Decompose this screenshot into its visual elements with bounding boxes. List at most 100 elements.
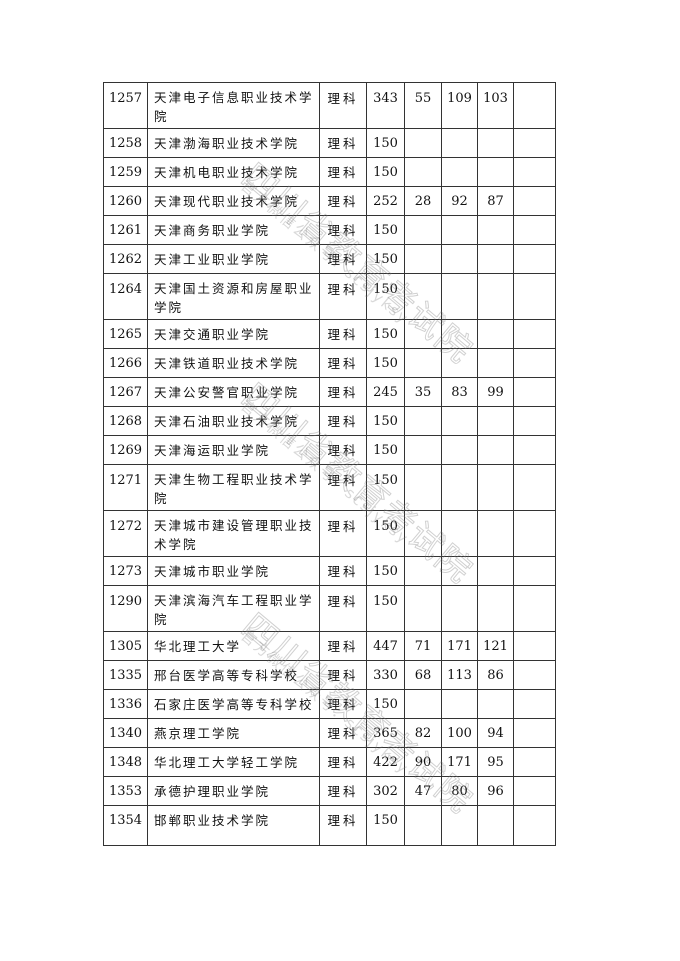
subject-cell: 理科: [319, 585, 367, 632]
table-row: 1348 华北理工大学轻工学院 理科 422 90 171 95: [103, 747, 556, 777]
empty-cell: [513, 556, 556, 586]
name-cell: 天津工业职业学院: [147, 244, 320, 274]
name-cell: 石家庄医学高等专科学校: [147, 689, 320, 719]
subject-cell: 理科: [319, 377, 367, 407]
score-cell: 150: [366, 348, 405, 378]
table-row: 1258 天津渤海职业技术学院 理科 150: [103, 128, 556, 158]
count-cell: 113: [441, 660, 478, 690]
code-cell: 1264: [103, 273, 148, 320]
count-cell: [477, 157, 514, 187]
subject-cell: 理科: [319, 82, 367, 129]
score-cell: 365: [366, 718, 405, 748]
name-cell: 天津石油职业技术学院: [147, 406, 320, 436]
code-cell: 1260: [103, 186, 148, 216]
count-cell: [477, 215, 514, 245]
count-cell: 87: [477, 186, 514, 216]
count-cell: [441, 319, 478, 349]
count-cell: [441, 805, 478, 846]
table-row: 1354 邯郸职业技术学院 理科 150: [103, 805, 556, 846]
name-cell: 承德护理职业学院: [147, 776, 320, 806]
empty-cell: [513, 464, 556, 511]
score-cell: 150: [366, 585, 405, 632]
table-body: 1257 天津电子信息职业技术学院 理科 343 55 109 103 1258 天津渤海职业技…: [103, 82, 556, 846]
admission-table: 1257 天津电子信息职业技术学院 理科 343 55 109 103 1258 天津渤海职业技…: [103, 82, 556, 846]
count-cell: [404, 273, 442, 320]
code-cell: 1340: [103, 718, 148, 748]
count-cell: 171: [441, 631, 478, 661]
count-cell: [404, 406, 442, 436]
empty-cell: [513, 747, 556, 777]
code-cell: 1266: [103, 348, 148, 378]
table-row: 1268 天津石油职业技术学院 理科 150: [103, 406, 556, 436]
subject-cell: 理科: [319, 157, 367, 187]
count-cell: 55: [404, 82, 442, 129]
empty-cell: [513, 319, 556, 349]
count-cell: [477, 406, 514, 436]
name-cell: 天津城市职业学院: [147, 556, 320, 586]
count-cell: [477, 805, 514, 846]
count-cell: 96: [477, 776, 514, 806]
empty-cell: [513, 186, 556, 216]
subject-cell: 理科: [319, 556, 367, 586]
code-cell: 1290: [103, 585, 148, 632]
table-row: 1353 承德护理职业学院 理科 302 47 80 96: [103, 776, 556, 806]
score-cell: 150: [366, 215, 405, 245]
count-cell: [441, 348, 478, 378]
subject-cell: 理科: [319, 244, 367, 274]
count-cell: [404, 585, 442, 632]
count-cell: [441, 157, 478, 187]
count-cell: 71: [404, 631, 442, 661]
subject-cell: 理科: [319, 406, 367, 436]
table-row: 1265 天津交通职业学院 理科 150: [103, 319, 556, 349]
empty-cell: [513, 689, 556, 719]
count-cell: [404, 157, 442, 187]
score-cell: 330: [366, 660, 405, 690]
code-cell: 1258: [103, 128, 148, 158]
count-cell: [404, 319, 442, 349]
empty-cell: [513, 585, 556, 632]
subject-cell: 理科: [319, 186, 367, 216]
code-cell: 1353: [103, 776, 148, 806]
name-cell: 天津电子信息职业技术学院: [147, 82, 320, 129]
count-cell: 121: [477, 631, 514, 661]
count-cell: [477, 464, 514, 511]
name-cell: 邢台医学高等专科学校: [147, 660, 320, 690]
subject-cell: 理科: [319, 319, 367, 349]
score-cell: 245: [366, 377, 405, 407]
subject-cell: 理科: [319, 128, 367, 158]
name-cell: 燕京理工学院: [147, 718, 320, 748]
name-cell: 天津机电职业技术学院: [147, 157, 320, 187]
table-row: 1340 燕京理工学院 理科 365 82 100 94: [103, 718, 556, 748]
subject-cell: 理科: [319, 510, 367, 557]
count-cell: [477, 244, 514, 274]
empty-cell: [513, 776, 556, 806]
count-cell: 68: [404, 660, 442, 690]
count-cell: 80: [441, 776, 478, 806]
empty-cell: [513, 631, 556, 661]
count-cell: [441, 244, 478, 274]
count-cell: 94: [477, 718, 514, 748]
name-cell: 天津公安警官职业学院: [147, 377, 320, 407]
score-cell: 150: [366, 244, 405, 274]
count-cell: [404, 244, 442, 274]
count-cell: [477, 435, 514, 465]
empty-cell: [513, 348, 556, 378]
subject-cell: 理科: [319, 435, 367, 465]
table-row: 1259 天津机电职业技术学院 理科 150: [103, 157, 556, 187]
count-cell: [441, 585, 478, 632]
table-row: 1266 天津铁道职业技术学院 理科 150: [103, 348, 556, 378]
name-cell: 天津现代职业技术学院: [147, 186, 320, 216]
count-cell: 82: [404, 718, 442, 748]
count-cell: 35: [404, 377, 442, 407]
count-cell: 95: [477, 747, 514, 777]
name-cell: 天津海运职业学院: [147, 435, 320, 465]
code-cell: 1354: [103, 805, 148, 846]
empty-cell: [513, 82, 556, 129]
subject-cell: 理科: [319, 805, 367, 846]
subject-cell: 理科: [319, 215, 367, 245]
score-cell: 150: [366, 556, 405, 586]
score-cell: 150: [366, 406, 405, 436]
table-row: 1272 天津城市建设管理职业技术学院 理科 150: [103, 510, 556, 557]
empty-cell: [513, 435, 556, 465]
count-cell: [404, 464, 442, 511]
